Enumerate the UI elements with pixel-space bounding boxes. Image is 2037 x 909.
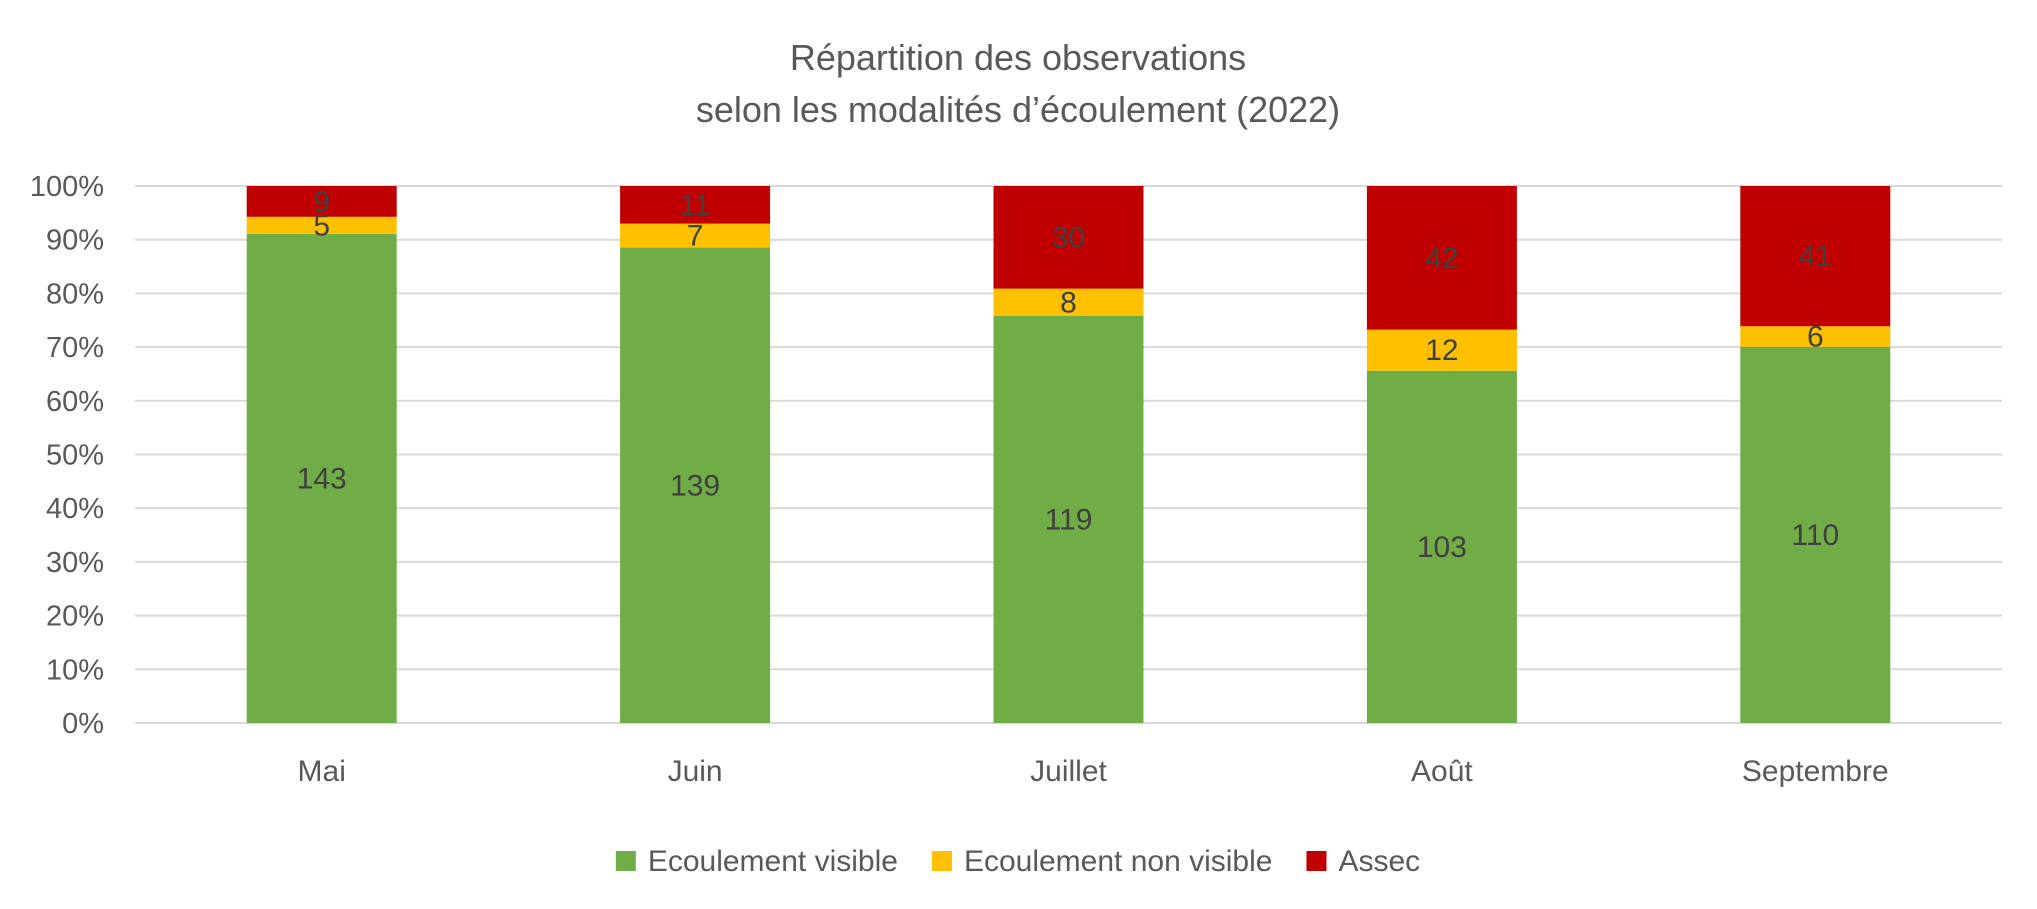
y-tick-label: 40% [46,493,104,525]
y-tick-label: 80% [46,278,104,310]
data-label: 8 [1060,286,1077,319]
data-label: 6 [1807,320,1824,353]
data-label: 42 [1425,242,1458,275]
legend-swatch [615,851,636,871]
bar-segment [1740,186,1891,327]
legend-swatch [931,851,952,871]
y-tick-label: 90% [46,225,104,257]
bar-segment [620,223,771,248]
data-label: 5 [313,209,330,242]
x-category-label: Juillet [1030,755,1107,788]
data-label: 103 [1417,531,1467,564]
data-label: 139 [670,469,720,502]
legend-label: Ecoulement non visible [964,845,1273,878]
data-label: 9 [313,185,330,218]
bar-segment [1366,329,1517,371]
data-label: 119 [1045,503,1093,536]
y-axis-tick-labels: 0% 10% 20% 30% 40% 50% 60% 70% 80% 90% 100% [30,171,104,740]
bar-segment [620,247,771,723]
x-category-label: Mai [298,755,346,788]
y-tick-label: 100% [30,171,104,203]
bar-segment [246,216,397,234]
data-label: 11 [680,189,711,222]
bar-segment [246,233,397,723]
bar-segment [993,186,1144,289]
legend-swatch [1306,851,1327,871]
bars [246,186,1891,723]
x-category-label: Juin [668,755,723,788]
y-tick-label: 10% [46,654,104,686]
bar-segment [620,186,771,224]
chart-title-line-1: Répartition des observations [790,37,1246,78]
bar-segment [993,288,1144,316]
bar-segment [1740,346,1891,723]
chart-title-line-2: selon les modalités d’écoulement (2022) [696,89,1340,130]
y-tick-label: 20% [46,601,104,633]
legend: Ecoulement visible Ecoulement non visible… [615,845,1420,878]
y-tick-label: 70% [46,332,104,364]
x-category-label: Août [1411,755,1473,788]
bar-segment [1740,326,1891,347]
x-category-label: Septembre [1742,755,1889,788]
data-labels: 143 59 139 711 119 8 30 103 12 42 110 6 41 [297,185,1840,563]
x-axis-category-labels: Mai Juin Juillet Août Septembre [298,755,1889,788]
data-label: 143 [297,462,347,495]
bar-segment [993,315,1144,723]
data-label: 110 [1791,519,1839,552]
legend-label: Assec [1338,845,1420,878]
bar-segment [246,186,397,217]
data-label: 12 [1425,334,1458,367]
bar-segment [1366,370,1517,723]
y-tick-label: 30% [46,547,104,579]
data-label: 7 [687,220,704,253]
data-label: 41 [1799,240,1832,273]
data-label: 30 [1052,221,1085,254]
y-tick-label: 0% [62,708,104,740]
y-tick-label: 60% [46,386,104,418]
bar-segment [1366,186,1517,330]
legend-label: Ecoulement visible [648,845,898,878]
y-tick-label: 50% [46,440,104,472]
